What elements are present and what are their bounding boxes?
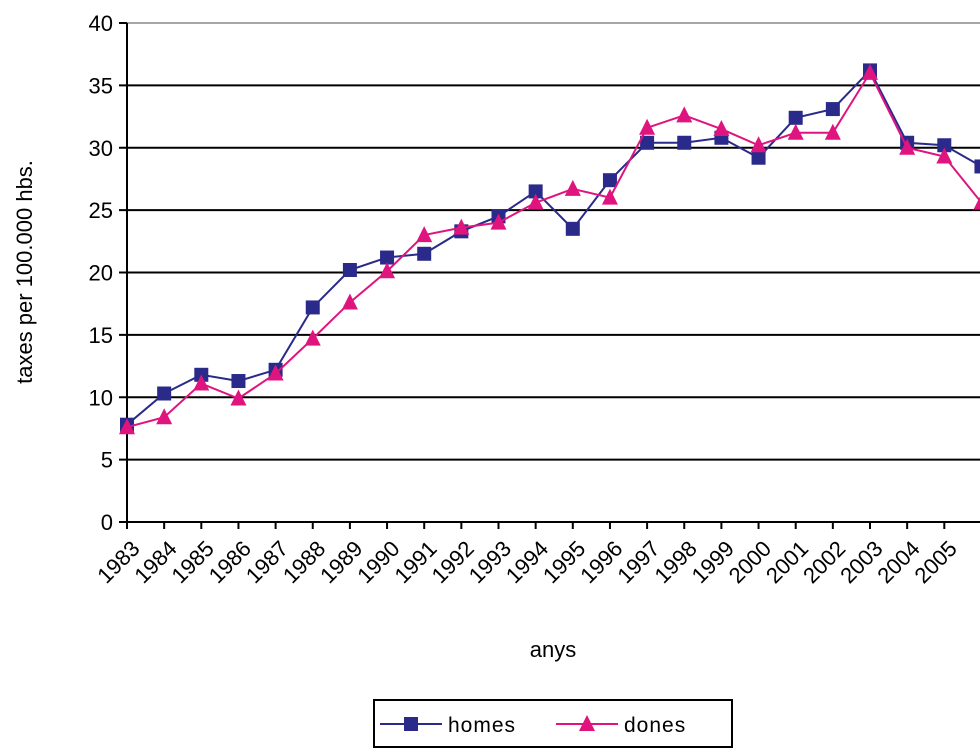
y-tick-label: 25 — [89, 198, 113, 223]
data-point — [417, 246, 432, 261]
data-point — [601, 188, 618, 205]
data-point — [565, 221, 580, 236]
data-point — [490, 213, 507, 230]
y-tick-label: 15 — [89, 323, 113, 348]
y-tick-label: 5 — [101, 448, 113, 473]
data-point — [380, 250, 395, 265]
data-point — [973, 196, 980, 210]
data-point — [824, 123, 841, 140]
legend-marker — [404, 717, 418, 731]
data-point — [937, 138, 952, 153]
data-point — [750, 136, 767, 153]
data-point — [639, 118, 656, 135]
data-point — [453, 218, 470, 235]
data-point — [788, 110, 803, 125]
y-axis: 0 5 10 15 20 25 30 35 40 — [89, 11, 128, 535]
data-point — [676, 106, 693, 123]
x-axis-title: anys — [530, 637, 576, 662]
data-point — [231, 374, 246, 389]
data-point — [936, 147, 953, 164]
series-homes — [120, 63, 980, 432]
series-line — [126, 70, 980, 429]
data-point — [193, 374, 210, 391]
data-point — [341, 293, 358, 310]
data-point — [640, 135, 655, 150]
data-point — [713, 120, 730, 137]
legend: homes dones — [373, 699, 733, 748]
legend-marker — [579, 715, 595, 731]
data-point — [157, 386, 172, 401]
data-point — [304, 329, 321, 346]
data-point — [267, 364, 284, 381]
data-point — [305, 300, 320, 315]
x-tick-label: 2005 — [910, 536, 962, 588]
y-tick-label: 35 — [89, 73, 113, 98]
data-point — [862, 63, 878, 80]
data-point — [342, 263, 357, 278]
y-tick-label: 0 — [101, 510, 113, 535]
legend-label-dones: dones — [624, 714, 686, 737]
series-dones — [119, 63, 980, 435]
series-line — [126, 68, 980, 426]
data-point — [230, 389, 247, 406]
data-point — [416, 226, 433, 243]
data-point — [899, 138, 916, 155]
data-point — [528, 184, 543, 199]
data-point — [751, 150, 766, 165]
data-point — [379, 262, 396, 279]
y-tick-label: 40 — [89, 11, 113, 36]
x-axis: 1983198419851986198719881989199019911992… — [92, 521, 980, 588]
data-point — [527, 193, 544, 210]
series-layer — [119, 63, 980, 435]
data-point — [787, 123, 804, 140]
data-point — [119, 418, 135, 435]
data-point — [156, 408, 173, 425]
y-tick-label: 30 — [89, 136, 113, 161]
data-point — [825, 102, 840, 117]
data-point — [564, 179, 581, 196]
data-point — [677, 135, 692, 150]
y-tick-label: 20 — [89, 261, 113, 286]
legend-label-homes: homes — [448, 714, 516, 737]
y-axis-title: taxes per 100.000 hbs. — [12, 160, 37, 384]
y-tick-label: 10 — [89, 385, 113, 410]
data-point — [974, 159, 980, 174]
data-point — [602, 173, 617, 188]
